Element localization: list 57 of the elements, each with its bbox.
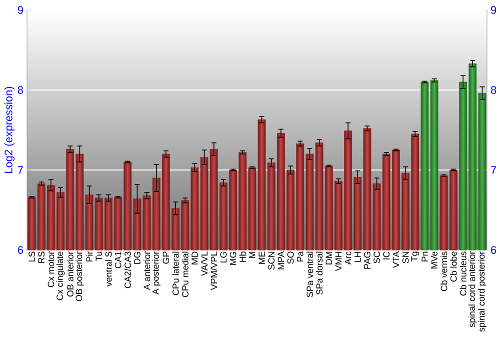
- x-tick-label: OB posterior: [76, 251, 84, 302]
- x-tick-label: MD: [192, 252, 198, 264]
- x-tick-label: Arc: [344, 251, 352, 265]
- x-tick-label: LG: [220, 252, 227, 262]
- x-tick-label: Cx motor: [48, 251, 54, 288]
- x-tick-label: Cb vermis: [440, 252, 448, 292]
- x-tick-label: Cx cingulate: [56, 252, 65, 300]
- y-axis-title: Log2 (expression): [4, 86, 15, 173]
- x-tick-label: SC: [374, 252, 380, 264]
- x-tick-label: Cb lobe: [450, 252, 457, 282]
- x-tick-label: Hb: [239, 252, 246, 262]
- x-tick-label: SN: [402, 252, 409, 264]
- x-tick-label: PAG: [364, 252, 370, 269]
- x-tick-label: CPu medial: [182, 252, 188, 298]
- x-tick-label: VTA: [392, 251, 400, 268]
- y-tick-label: 7: [18, 166, 23, 174]
- x-tick-label: M: [249, 252, 256, 258]
- x-tick-label: Pir: [86, 251, 93, 262]
- x-tick-label: MVe: [431, 252, 438, 268]
- x-tick-label: Cb nucleus: [460, 252, 466, 296]
- x-tick-label: A posterior: [152, 251, 161, 295]
- x-tick-label: SCN: [268, 252, 275, 270]
- x-tick-label: OB anterior: [66, 251, 74, 297]
- x-tick-label: LH: [354, 252, 361, 262]
- x-tick-label: CA1: [114, 252, 122, 268]
- x-tick-label: DM: [326, 252, 332, 264]
- x-tick-label: spinal cord anterior: [468, 251, 477, 328]
- x-tick-label: SO: [287, 252, 294, 264]
- y2-tick-label: 6: [491, 246, 496, 254]
- y-tick-label: 6: [18, 246, 23, 254]
- x-tick-label: VPM/VPL: [210, 251, 218, 290]
- x-tick-label: ventral S: [105, 252, 112, 287]
- x-tick-label: A anterior: [144, 251, 150, 290]
- x-tick-label: GP: [162, 252, 170, 264]
- x-tick-label: RS: [38, 252, 45, 263]
- x-tick-label: spinal cord posterior: [478, 251, 486, 332]
- x-tick-label: SPa ventral: [306, 252, 314, 298]
- x-tick-label: MG: [230, 252, 236, 265]
- x-tick-label: Pa: [297, 251, 304, 262]
- x-tick-label: VA/VL: [201, 251, 208, 276]
- y-tick-label: 8: [18, 86, 23, 94]
- y2-tick-label: 8: [490, 86, 496, 94]
- x-tick-label: CPu lateral: [172, 252, 179, 296]
- y2-tick-label: 9: [491, 6, 496, 14]
- y2-tick-label: 7: [491, 166, 496, 174]
- y-tick-label: 9: [18, 6, 23, 14]
- x-tick-label: MPA: [278, 251, 284, 270]
- x-tick-label: SPa dorsal: [316, 252, 323, 295]
- x-tick-label: Pn: [422, 252, 428, 262]
- x-tick-label: VMH: [335, 252, 342, 272]
- x-tick-label: ME: [258, 252, 265, 264]
- x-tick-label: CA2/CA3: [124, 252, 131, 288]
- x-tick-label: Tg: [411, 252, 420, 262]
- x-tick-label: DG: [134, 252, 140, 264]
- x-tick-label: Tu: [96, 252, 102, 262]
- x-tick-label: IC: [383, 252, 390, 260]
- x-tick-label: LS: [28, 252, 35, 262]
